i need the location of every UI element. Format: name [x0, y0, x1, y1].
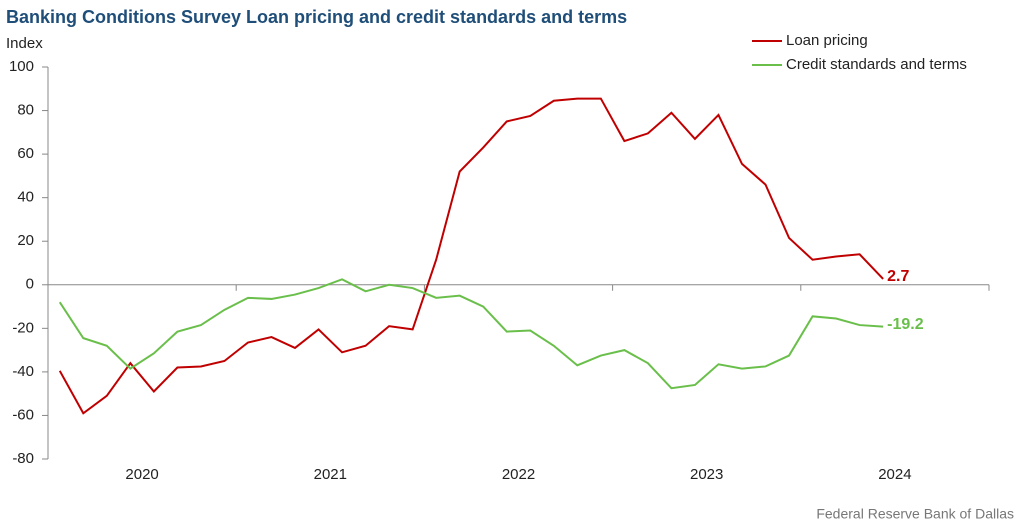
- series-line: [58, 97, 884, 415]
- y-tick-label: 20: [17, 232, 34, 249]
- y-axis-label: Index: [6, 35, 43, 52]
- x-tick-label: 2021: [314, 466, 347, 483]
- chart-title: Banking Conditions Survey Loan pricing a…: [6, 7, 627, 27]
- x-tick-label: 2020: [125, 466, 158, 483]
- x-tick-label: 2024: [878, 466, 911, 483]
- legend-label: Loan pricing: [786, 32, 868, 49]
- x-tick-label: 2022: [502, 466, 535, 483]
- y-tick-label: 40: [17, 189, 34, 206]
- end-label: 2.7: [887, 268, 909, 285]
- source: Federal Reserve Bank of Dallas: [816, 506, 1014, 522]
- y-tick-label: 100: [9, 58, 34, 75]
- x-tick-label: 2023: [690, 466, 723, 483]
- y-tick-label: 80: [17, 102, 34, 119]
- y-tick-label: -80: [12, 450, 34, 467]
- y-tick-label: -40: [12, 363, 34, 380]
- end-label: -19.2: [887, 316, 924, 333]
- y-tick-label: -20: [12, 319, 34, 336]
- series-line: [58, 278, 884, 390]
- y-tick-label: -60: [12, 406, 34, 423]
- y-tick-label: 60: [17, 145, 34, 162]
- y-tick-label: 0: [26, 276, 34, 293]
- legend-label: Credit standards and terms: [786, 56, 967, 73]
